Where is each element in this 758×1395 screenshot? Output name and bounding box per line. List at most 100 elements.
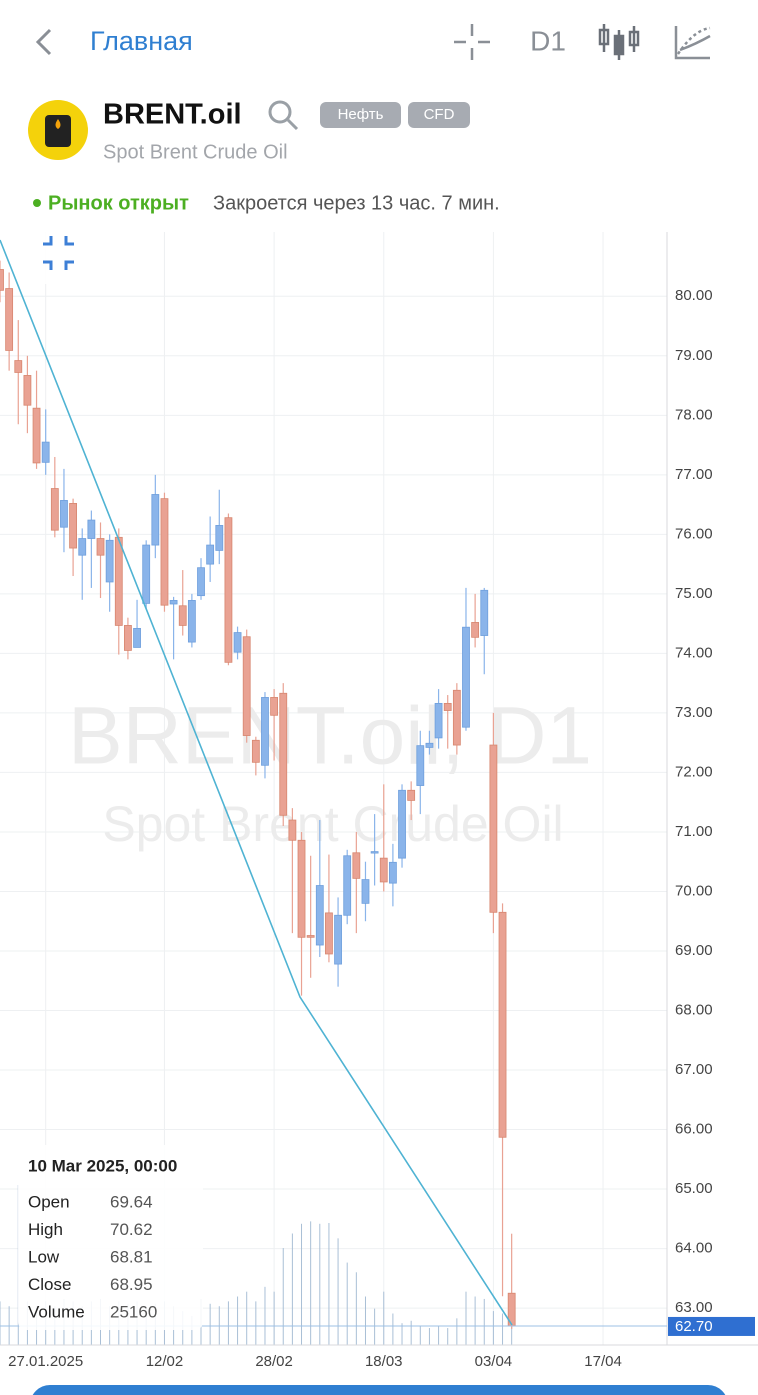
candle-body	[425, 742, 434, 748]
candle-body	[224, 517, 233, 663]
candle-body	[462, 626, 470, 728]
trade-button[interactable]	[30, 1385, 728, 1395]
tooltip-value: 70.62	[110, 1220, 153, 1239]
candle-body	[270, 697, 279, 716]
x-tick-label: 17/04	[584, 1353, 622, 1370]
candle-body	[297, 839, 306, 938]
y-tick-label: 74.00	[675, 644, 713, 661]
x-tick-label: 27.01.2025	[8, 1353, 83, 1370]
candle-body	[142, 544, 151, 604]
candle-body	[151, 494, 160, 546]
crosshair-icon[interactable]	[454, 24, 490, 60]
y-tick-label: 77.00	[675, 466, 713, 483]
candle-body	[306, 935, 315, 938]
tag-bg	[320, 102, 401, 128]
candle-body	[315, 885, 324, 946]
candle-body	[471, 622, 480, 638]
y-tick-label: 78.00	[675, 406, 713, 423]
candle-body	[114, 536, 123, 626]
x-tick-label: 03/04	[475, 1353, 513, 1370]
instrument-symbol: BRENT.oil	[103, 99, 242, 131]
candle-body	[41, 441, 50, 463]
y-tick-label: 70.00	[675, 882, 713, 899]
candle-body	[187, 600, 196, 643]
y-tick-label: 68.00	[675, 1001, 713, 1018]
tooltip-label: Close	[28, 1275, 71, 1294]
candle-body	[489, 744, 498, 913]
tooltip-label: Low	[28, 1247, 60, 1266]
tooltip-date: 10 Mar 2025, 00:00	[28, 1156, 177, 1175]
x-tick-label: 12/02	[146, 1353, 184, 1370]
y-tick-label: 67.00	[675, 1061, 713, 1078]
candle-body	[87, 519, 96, 539]
candle-body	[233, 632, 242, 653]
tag-bg	[408, 102, 470, 128]
indicators-icon[interactable]	[674, 26, 711, 60]
candle-body	[416, 745, 425, 786]
candle-body	[398, 789, 406, 859]
candle-body	[160, 498, 169, 606]
candle-body	[178, 605, 187, 626]
fullscreen-bg[interactable]	[30, 228, 87, 284]
back-arrow[interactable]	[35, 28, 52, 56]
last-price-label: 62.70	[675, 1318, 713, 1335]
candle-body	[361, 879, 370, 904]
candle-body	[379, 857, 388, 883]
tooltip-label: High	[28, 1220, 63, 1239]
candle-body	[5, 288, 14, 351]
y-tick-label: 63.00	[675, 1299, 713, 1316]
candle-body	[352, 852, 361, 879]
candle-body	[50, 488, 59, 531]
candle-body	[443, 702, 452, 711]
candle-layer	[0, 260, 516, 1329]
search-icon[interactable]	[268, 100, 299, 131]
tooltip-rows: Open 69.64 High 70.62 Low 68.81 Close 68.95 Volu…	[28, 1192, 157, 1321]
candle-body	[14, 360, 23, 373]
candle-body	[197, 567, 205, 597]
y-tick-label: 79.00	[675, 347, 713, 364]
tooltip-value: 69.64	[110, 1192, 153, 1211]
candle-body	[407, 789, 416, 801]
candle-body	[343, 855, 352, 916]
tag: CFD	[424, 106, 455, 123]
x-tick-label: 28/02	[255, 1353, 293, 1370]
tooltip-bg	[18, 1145, 203, 1330]
y-tick-label: 66.00	[675, 1121, 713, 1138]
chart-type-icon[interactable]	[598, 24, 640, 60]
tooltip-value: 68.95	[110, 1275, 153, 1294]
candle-body	[105, 539, 114, 583]
back-label[interactable]: Главная	[90, 26, 193, 56]
watermark-subtitle: Spot Brent Crude Oil	[102, 796, 563, 852]
y-tick-label: 73.00	[675, 704, 713, 721]
instrument-subtitle: Spot Brent Crude Oil	[103, 141, 288, 163]
candle-body	[78, 538, 87, 556]
last-price-bg	[668, 1316, 755, 1336]
tooltip-value: 25160	[110, 1302, 157, 1321]
candle-body	[0, 269, 4, 291]
candle-body	[452, 689, 461, 746]
candle-body	[215, 525, 224, 551]
y-tick-label: 72.00	[675, 763, 713, 780]
candle-body	[279, 692, 288, 816]
y-tick-label: 80.00	[675, 287, 713, 304]
candle-body	[32, 407, 41, 464]
candle-body	[480, 589, 489, 636]
candle-body	[251, 739, 260, 763]
y-tick-label: 65.00	[675, 1180, 713, 1197]
fullscreen-icon[interactable]	[43, 236, 74, 270]
watermark: BRENT.oil, D1	[68, 691, 592, 782]
tag: Нефть	[338, 106, 384, 123]
candle-body	[96, 538, 105, 556]
timeframe-button[interactable]: D1	[530, 25, 566, 56]
candle-body	[242, 636, 251, 736]
market-status: Рынок открыт	[48, 192, 189, 214]
tooltip-label: Open	[28, 1192, 70, 1211]
y-tick-label: 76.00	[675, 525, 713, 542]
trend-line[interactable]	[0, 239, 513, 1326]
y-tick-label: 64.00	[675, 1240, 713, 1257]
tooltip-value: 68.81	[110, 1247, 153, 1266]
candle-body	[370, 851, 379, 854]
y-tick-label: 71.00	[675, 823, 713, 840]
